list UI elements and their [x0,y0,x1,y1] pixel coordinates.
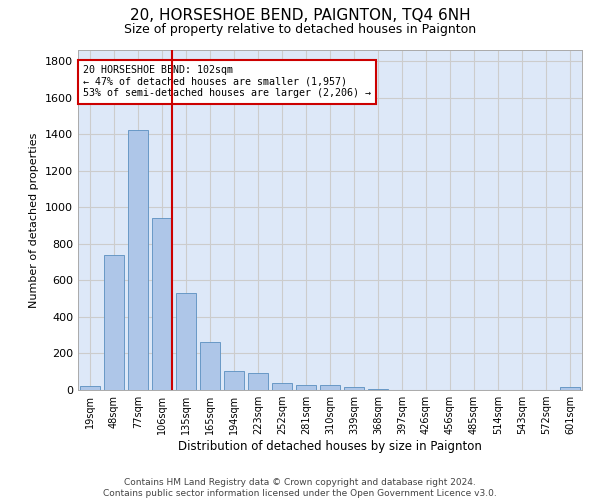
Bar [152,218,172,390]
Bar [224,371,244,390]
Bar [560,388,580,390]
Text: Contains HM Land Registry data © Crown copyright and database right 2024.
Contai: Contains HM Land Registry data © Crown c… [103,478,497,498]
Bar [248,372,268,390]
Bar [296,385,316,390]
X-axis label: Distribution of detached houses by size in Paignton: Distribution of detached houses by size … [178,440,482,453]
Text: 20, HORSESHOE BEND, PAIGNTON, TQ4 6NH: 20, HORSESHOE BEND, PAIGNTON, TQ4 6NH [130,8,470,22]
Text: Size of property relative to detached houses in Paignton: Size of property relative to detached ho… [124,22,476,36]
Bar [272,382,292,390]
Text: 20 HORSESHOE BEND: 102sqm
← 47% of detached houses are smaller (1,957)
53% of se: 20 HORSESHOE BEND: 102sqm ← 47% of detac… [83,66,371,98]
Y-axis label: Number of detached properties: Number of detached properties [29,132,40,308]
Bar [344,388,364,390]
Bar [200,342,220,390]
Bar [176,293,196,390]
Bar [104,254,124,390]
Bar [80,386,100,390]
Bar [320,386,340,390]
Bar [368,389,388,390]
Bar [128,130,148,390]
